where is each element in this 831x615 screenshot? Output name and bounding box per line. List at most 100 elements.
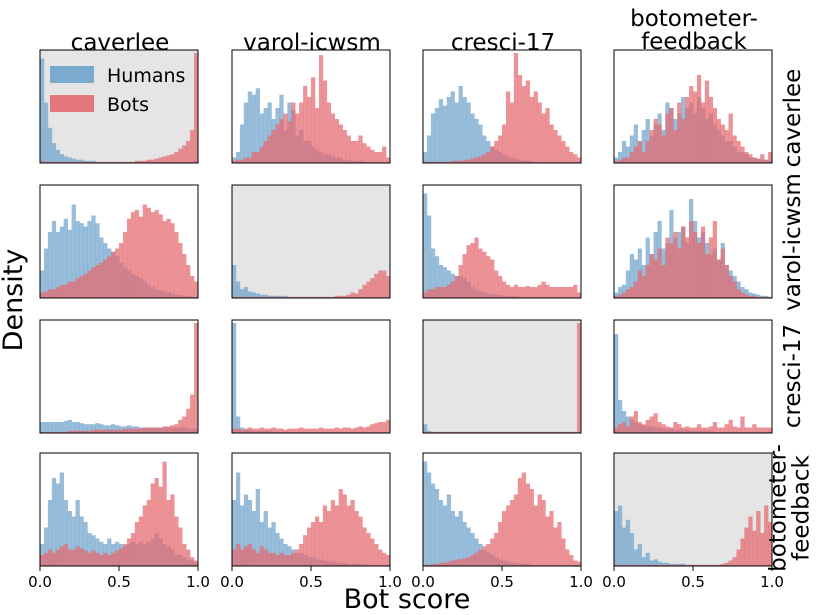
bots-bar xyxy=(732,135,737,163)
bots-bar xyxy=(458,265,463,298)
bots-bar xyxy=(59,161,64,163)
bots-bar xyxy=(665,426,670,433)
bots-bar xyxy=(537,284,542,298)
bots-bar xyxy=(509,102,515,163)
bots-bar xyxy=(251,296,256,298)
humans-bar xyxy=(87,533,92,566)
bots-bar xyxy=(134,428,140,433)
bots-bar xyxy=(450,560,455,566)
bots-bar xyxy=(83,430,88,433)
bots-bar xyxy=(190,557,195,566)
bots-bar xyxy=(170,494,175,566)
panel-cresci-17-vs-botometer-feedback xyxy=(613,319,773,434)
bots-bar xyxy=(740,416,745,433)
bots-bar xyxy=(673,232,678,298)
humans-bar xyxy=(243,494,249,566)
bots-bar xyxy=(126,538,132,566)
bots-bar xyxy=(720,124,725,163)
humans-bar xyxy=(637,544,642,566)
bots-bar xyxy=(95,552,100,566)
bots-bar xyxy=(194,323,199,433)
humans-bar xyxy=(43,248,49,298)
bots-bar xyxy=(438,161,444,163)
humans-bar xyxy=(614,334,619,433)
bots-bar xyxy=(307,428,312,433)
bots-bar xyxy=(665,237,670,298)
bots-bar xyxy=(111,552,116,566)
panel-background xyxy=(614,320,772,433)
humans-bar xyxy=(40,422,45,433)
bots-bar xyxy=(95,161,100,163)
bots-bar xyxy=(708,426,714,433)
bots-bar xyxy=(271,552,276,566)
bots-bar xyxy=(545,108,550,163)
bots-bar xyxy=(720,427,725,433)
bots-bar xyxy=(263,549,268,566)
bots-bar xyxy=(637,141,642,163)
bots-bar xyxy=(430,161,436,163)
humans-bar xyxy=(40,270,45,298)
humans-bar xyxy=(653,559,658,566)
x-tick-label: 0.0 xyxy=(220,573,244,591)
bots-bar xyxy=(267,296,272,298)
bots-bar xyxy=(625,564,631,566)
bots-bar xyxy=(59,546,64,566)
bots-bar xyxy=(505,284,511,298)
humans-bar xyxy=(251,511,256,566)
bots-bar xyxy=(442,287,447,298)
bots-bar xyxy=(232,428,237,433)
humans-bar xyxy=(466,527,471,566)
humans-bar xyxy=(466,102,471,163)
bots-bar xyxy=(577,157,582,163)
humans-bar xyxy=(51,478,57,566)
bots-bar xyxy=(186,141,191,163)
bots-bar xyxy=(67,281,72,298)
panel-cresci-17-vs-varol-icwsm xyxy=(231,319,391,434)
panel-botometer-feedback-vs-botometer-feedback: 0.0 0.5 1.0 xyxy=(602,452,784,591)
bots-bar xyxy=(685,426,690,433)
humans-bar xyxy=(434,108,440,163)
bots-bar xyxy=(299,544,304,566)
bots-bar xyxy=(521,86,526,163)
bots-bar xyxy=(478,156,483,163)
bots-bar xyxy=(517,75,523,163)
panel-varol-icwsm-vs-caverlee xyxy=(39,184,199,299)
bots-bar xyxy=(174,424,179,433)
bots-bar xyxy=(150,212,155,298)
bots-bar xyxy=(307,527,312,566)
humans-bar xyxy=(661,562,666,566)
bots-bar xyxy=(669,108,674,163)
bots-bar xyxy=(748,295,753,298)
humans-bar xyxy=(474,538,479,566)
humans-bar xyxy=(55,422,61,433)
bots-bar xyxy=(462,558,467,566)
bots-bar xyxy=(55,287,61,298)
bots-bar xyxy=(51,431,57,433)
bots-bar xyxy=(653,259,658,298)
humans-bar xyxy=(454,102,459,163)
bots-bar xyxy=(362,427,367,433)
bots-bar xyxy=(146,500,151,566)
humans-bar xyxy=(423,424,428,433)
bots-bar xyxy=(442,562,447,566)
bots-bar xyxy=(115,550,120,566)
bots-bar xyxy=(130,212,136,298)
bots-bar xyxy=(517,287,523,298)
bots-bar xyxy=(342,494,347,566)
panel-frame xyxy=(613,319,773,434)
panel-background xyxy=(232,320,390,433)
panel-cresci-17-vs-caverlee xyxy=(39,319,199,434)
bots-bar xyxy=(458,160,463,163)
bots-bar xyxy=(466,159,471,163)
bots-bar xyxy=(708,237,714,298)
panel-botometer-feedback-vs-caverlee: 0.0 0.5 1.0 xyxy=(28,452,210,591)
humans-bar xyxy=(51,422,57,433)
bots-bar xyxy=(541,500,546,566)
bots-bar xyxy=(107,429,112,433)
legend-swatch-humans xyxy=(50,66,94,83)
bots-bar xyxy=(334,427,339,433)
bots-bar xyxy=(79,548,84,566)
humans-bar xyxy=(47,500,53,566)
bots-bar xyxy=(677,248,682,298)
bots-bar xyxy=(442,161,447,163)
